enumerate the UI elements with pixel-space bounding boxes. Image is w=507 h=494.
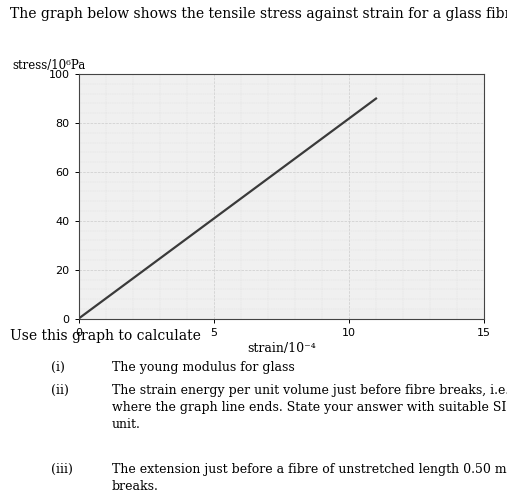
Text: The graph below shows the tensile stress against strain for a glass fibre.: The graph below shows the tensile stress…	[10, 7, 507, 21]
Text: The strain energy per unit volume just before fibre breaks, i.e.
where the graph: The strain energy per unit volume just b…	[112, 384, 507, 431]
Text: Use this graph to calculate: Use this graph to calculate	[10, 329, 201, 342]
X-axis label: strain/10⁻⁴: strain/10⁻⁴	[247, 342, 316, 355]
Text: (ii): (ii)	[51, 384, 68, 397]
Text: The extension just before a fibre of unstretched length 0.50 m
breaks.: The extension just before a fibre of uns…	[112, 462, 506, 493]
Text: (i): (i)	[51, 361, 64, 373]
Text: The young modulus for glass: The young modulus for glass	[112, 361, 294, 373]
Text: stress/10⁶Pa: stress/10⁶Pa	[13, 59, 86, 72]
Text: (iii): (iii)	[51, 462, 73, 476]
